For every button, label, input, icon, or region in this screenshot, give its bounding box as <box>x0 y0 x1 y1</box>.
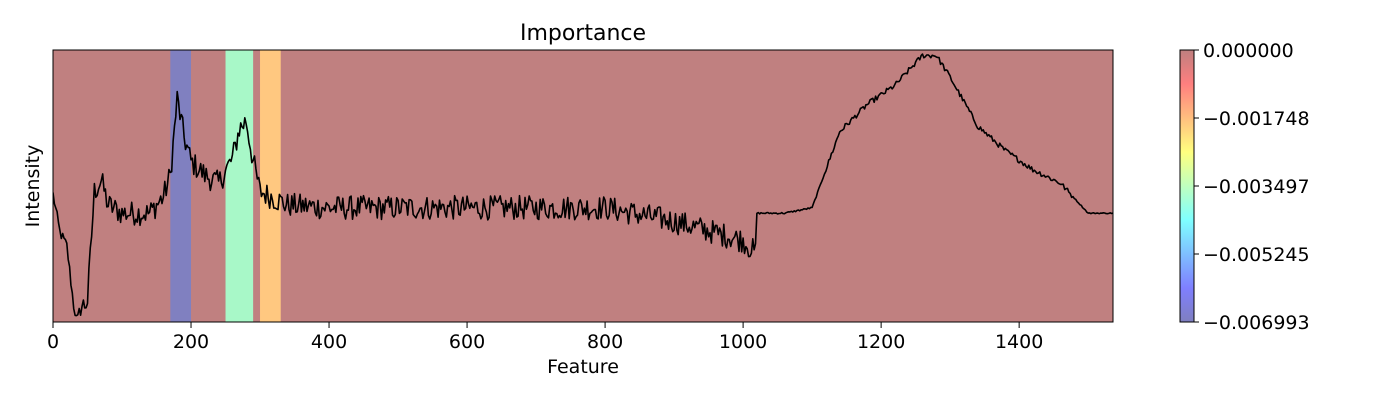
series-line <box>53 53 1113 317</box>
y-axis-label: Intensity <box>22 145 44 228</box>
x-tick-label: 1400 <box>995 331 1043 353</box>
colorbar-tick-label: −0.003497 <box>1203 176 1310 198</box>
x-tick-label: 400 <box>311 331 347 353</box>
importance-band-1 <box>225 50 254 322</box>
x-tick-label: 600 <box>449 331 485 353</box>
chart-title: Importance <box>520 21 646 46</box>
colorbar-tick-label: 0.000000 <box>1203 40 1294 62</box>
colorbar-tick-label: −0.001748 <box>1203 108 1310 130</box>
colorbar-tick-label: −0.006993 <box>1203 312 1310 334</box>
importance-band-0 <box>170 50 192 322</box>
importance-band-2 <box>260 50 281 322</box>
x-tick-label: 0 <box>47 331 59 353</box>
x-tick-label: 1000 <box>719 331 767 353</box>
plot-frame <box>52 49 1114 323</box>
colorbar <box>1179 49 1195 323</box>
colorbar-tick-label: −0.005245 <box>1203 244 1310 266</box>
x-tick-label: 1200 <box>857 331 905 353</box>
x-tick-label: 200 <box>173 331 209 353</box>
x-tick-label: 800 <box>587 331 623 353</box>
x-axis-label: Feature <box>547 356 619 378</box>
